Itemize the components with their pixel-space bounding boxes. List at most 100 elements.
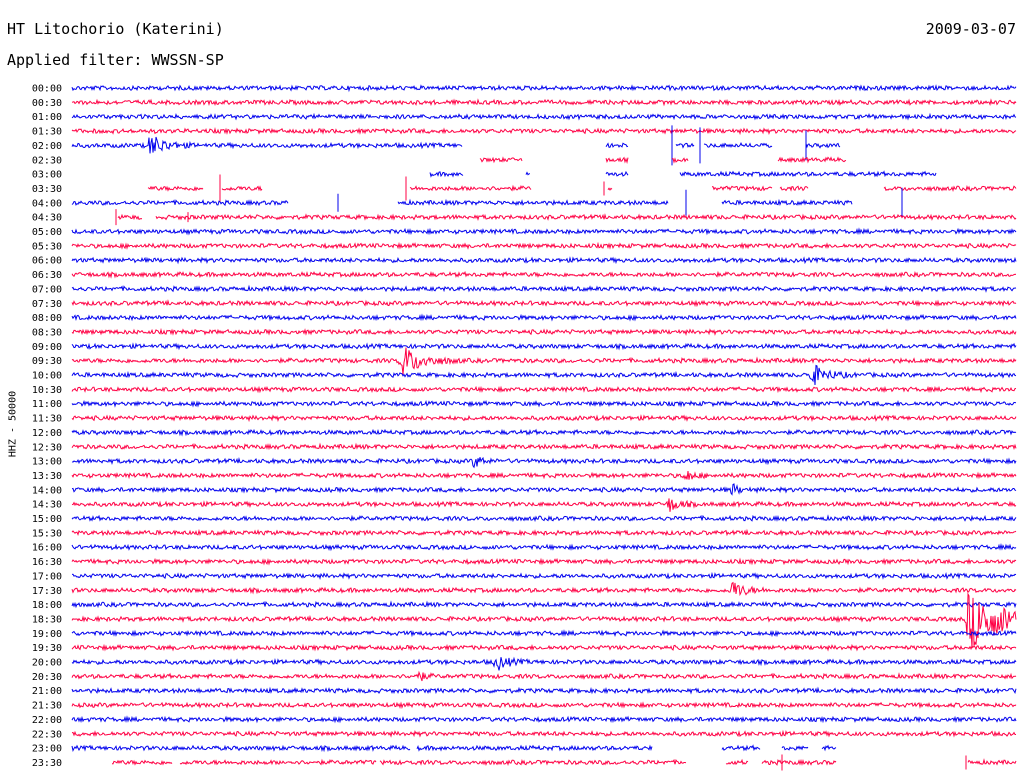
row-time-label: 17:30 (32, 586, 62, 597)
seismic-trace (71, 715, 1017, 724)
seismic-trace (71, 98, 1017, 107)
seismic-trace (71, 571, 1017, 581)
row-time-label: 01:00 (32, 112, 62, 123)
seismic-trace (71, 744, 837, 753)
row-time-label: 09:30 (32, 356, 62, 367)
seismic-trace (71, 313, 1017, 322)
seismic-trace (117, 213, 1017, 222)
seismic-trace (71, 227, 1017, 236)
row-time-label: 08:00 (32, 313, 62, 324)
row-time-label: 02:00 (32, 141, 62, 152)
row-time-label: 23:00 (32, 744, 62, 755)
seismic-trace (71, 84, 1017, 93)
recording-date: 2009-03-07 (925, 20, 1016, 38)
row-time-label: 22:00 (32, 715, 62, 726)
row-time-label: 18:30 (32, 614, 62, 625)
row-time-label: 19:30 (32, 643, 62, 654)
row-time-label: 04:00 (32, 198, 62, 209)
row-time-label: 05:30 (32, 241, 62, 252)
seismic-trace (71, 284, 1017, 293)
seismic-trace (71, 327, 1017, 336)
row-time-label: 18:00 (32, 600, 62, 611)
seismic-trace (71, 470, 1017, 480)
seismic-trace (71, 643, 1017, 652)
station-title: HT Litochorio (Katerini) (7, 20, 224, 38)
row-time-label: 22:30 (32, 729, 62, 740)
row-time-label: 21:00 (32, 686, 62, 697)
row-time-label: 01:30 (32, 127, 62, 138)
row-time-label: 12:00 (32, 428, 62, 439)
seismic-trace (71, 514, 1017, 523)
seismic-trace (71, 600, 1017, 609)
row-time-label: 03:00 (32, 170, 62, 181)
seismic-trace (71, 385, 1017, 394)
row-time-label: 13:30 (32, 471, 62, 482)
seismic-trace (71, 456, 1017, 469)
row-time-label: 00:00 (32, 84, 62, 95)
seismic-trace (71, 299, 1017, 308)
seismic-trace (71, 241, 1017, 250)
seismic-trace (71, 127, 1017, 136)
row-time-label: 14:00 (32, 485, 62, 496)
row-time-label: 04:30 (32, 213, 62, 224)
seismic-trace (71, 592, 1017, 649)
seismic-trace (111, 758, 1017, 766)
seismic-trace (71, 686, 1017, 695)
seismic-trace (71, 364, 1017, 386)
row-time-label: 15:30 (32, 528, 62, 539)
row-time-label: 16:30 (32, 557, 62, 568)
row-time-label: 10:00 (32, 371, 62, 382)
row-time-label: 16:00 (32, 543, 62, 554)
filter-label: Applied filter: WWSSN-SP (7, 51, 224, 69)
row-time-label: 05:00 (32, 227, 62, 238)
seismic-trace (71, 347, 1017, 375)
seismic-trace (71, 528, 1017, 537)
seismic-trace (71, 656, 1017, 671)
seismic-trace (71, 198, 853, 207)
row-time-label: 06:00 (32, 256, 62, 267)
seismic-trace (71, 729, 1016, 738)
seismic-trace (71, 270, 1017, 279)
seismic-trace (71, 136, 841, 154)
row-time-label: 08:30 (32, 327, 62, 338)
row-time-label: 20:00 (32, 658, 62, 669)
seismic-trace (71, 442, 1017, 451)
seismic-trace (71, 670, 1017, 682)
row-time-label: 14:30 (32, 500, 62, 511)
seismic-trace (71, 414, 1017, 423)
row-time-label: 20:30 (32, 672, 62, 683)
row-time-label: 17:00 (32, 571, 62, 582)
seismic-trace (71, 428, 1017, 437)
row-time-label: 11:30 (32, 414, 62, 425)
seismic-trace (147, 184, 1017, 192)
seismic-trace (71, 557, 1017, 566)
row-time-label: 23:30 (32, 758, 62, 769)
seismic-trace (71, 342, 1017, 351)
row-time-label: 10:30 (32, 385, 62, 396)
row-time-label: 12:30 (32, 442, 62, 453)
row-time-label: 06:30 (32, 270, 62, 281)
row-time-label: 11:00 (32, 399, 62, 410)
row-time-label: 02:30 (32, 155, 62, 166)
row-time-label: 21:30 (32, 701, 62, 712)
seismic-trace (71, 543, 1017, 552)
row-time-label: 07:00 (32, 284, 62, 295)
row-time-label: 00:30 (32, 98, 62, 109)
seismic-trace (71, 581, 1017, 597)
seismic-trace (71, 701, 1017, 709)
seismic-trace (71, 256, 1017, 265)
row-time-label: 09:00 (32, 342, 62, 353)
seismic-trace (429, 170, 937, 178)
seismic-trace (71, 498, 1017, 512)
seismic-trace (71, 112, 1017, 121)
row-time-label: 19:00 (32, 629, 62, 640)
row-time-label: 15:00 (32, 514, 62, 525)
seismic-trace (71, 483, 1017, 496)
row-time-label: 03:30 (32, 184, 62, 195)
seismic-trace (71, 629, 1017, 638)
seismic-trace (479, 156, 847, 165)
seismic-trace (71, 399, 1017, 408)
row-time-label: 07:30 (32, 299, 62, 310)
row-time-label: 13:00 (32, 457, 62, 468)
